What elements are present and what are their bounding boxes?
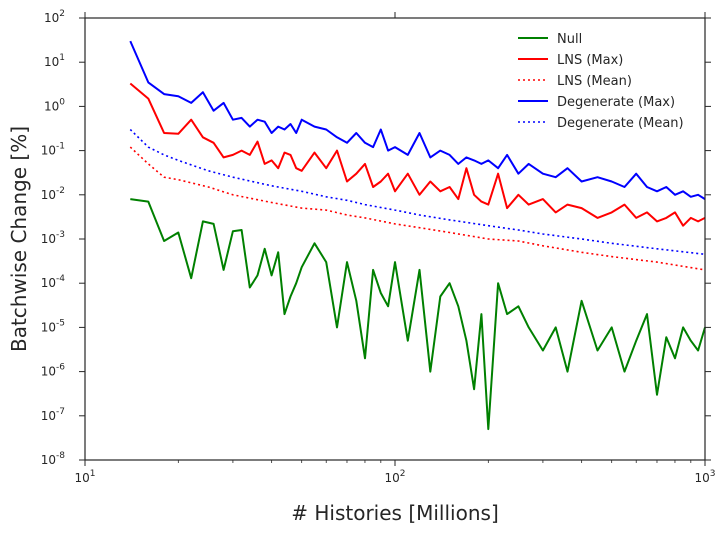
series-line-degenerate-max [129, 40, 706, 200]
series-line-lns-max [129, 82, 706, 227]
y-tick-label: 10-5 [41, 318, 65, 334]
x-tick-label: 102 [384, 469, 405, 485]
legend-label: LNS (Mean) [557, 74, 632, 89]
legend-label: Null [557, 32, 582, 47]
y-tick-label: 100 [44, 97, 65, 113]
legend: Null LNS (Max) LNS (Mean) Degenerate (Max) D… [518, 32, 684, 131]
legend-label: Degenerate (Mean) [557, 116, 684, 131]
series-line-degenerate-mean [129, 128, 706, 256]
series-line-lns-mean [129, 146, 706, 271]
series-layer [129, 40, 706, 431]
y-tick-label: 10-4 [41, 274, 66, 290]
x-tick-label: 101 [74, 469, 95, 485]
y-tick-label: 10-8 [41, 451, 66, 467]
y-tick-label: 102 [44, 9, 65, 25]
x-tick-label: 103 [694, 469, 715, 485]
y-tick-label: 10-6 [41, 363, 66, 379]
legend-label: LNS (Max) [557, 53, 623, 68]
x-axis-label: # Histories [Millions] [291, 501, 499, 525]
y-tick-label: 10-7 [41, 407, 65, 423]
series-line-null [130, 198, 706, 431]
y-tick-label: 101 [44, 53, 65, 69]
y-axis-label: Batchwise Change [%] [7, 126, 31, 352]
plot-background [85, 18, 705, 460]
y-tick-label: 10-3 [41, 230, 65, 246]
y-tick-label: 10-2 [41, 186, 65, 202]
tick-labels-layer: 101 102 103 10-8 10-7 10-6 10-5 10-4 10-3 10-2 10-… [41, 9, 716, 485]
y-tick-label: 10-1 [41, 142, 65, 158]
legend-label: Degenerate (Max) [557, 95, 675, 110]
ticks-layer [79, 12, 711, 466]
